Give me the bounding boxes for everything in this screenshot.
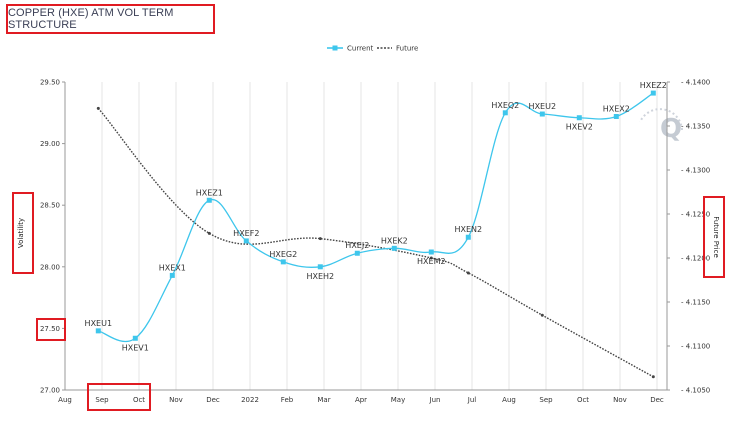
point-label: HXEU1 (85, 319, 113, 328)
y-left-tick-label: 28.00 (40, 263, 60, 271)
future-line (97, 107, 654, 378)
x-tick-label: Apr (355, 396, 367, 404)
future-point (96, 106, 100, 110)
current-point (428, 249, 434, 255)
point-label: HXEF2 (233, 229, 259, 238)
point-label: HXEV2 (566, 123, 593, 132)
highlight-box-y-axis-tick (36, 318, 66, 341)
future-point (651, 375, 655, 379)
current-point (465, 234, 471, 240)
point-label: HXEM2 (417, 257, 446, 266)
current-point (576, 115, 582, 121)
x-tick-label: Feb (281, 396, 294, 404)
y-right-tick-label: - 4.1300 (681, 167, 710, 175)
point-label: HXEH2 (306, 272, 334, 281)
highlight-box-x-axis-ticks (87, 383, 151, 411)
x-tick-label: Jul (467, 396, 477, 404)
point-label: HXEZ2 (640, 81, 667, 90)
legend-current-label: Current (347, 45, 374, 53)
current-point (391, 245, 397, 251)
x-tick-label: Aug (58, 396, 72, 404)
x-tick-label: Sep (95, 396, 109, 404)
highlight-boxes (12, 192, 725, 411)
y-right-tick-label: - 4.1200 (681, 255, 710, 263)
current-point (317, 264, 323, 270)
x-tick-label: 2022 (241, 396, 259, 404)
y-right-tick-label: - 4.1350 (681, 123, 710, 131)
point-label: HXEQ2 (491, 101, 519, 110)
current-point (539, 111, 545, 117)
point-label: HXEK2 (381, 236, 408, 245)
current-point (502, 110, 508, 116)
legend-future-label: Future (396, 45, 418, 53)
current-point (354, 250, 360, 256)
current-point (206, 197, 212, 203)
chart-title: COPPER (HXE) ATM VOL TERM STRUCTURE (6, 4, 215, 34)
point-label: HXEG2 (269, 250, 297, 259)
current-point (280, 259, 286, 265)
watermark-q-icon: Q (639, 108, 683, 144)
x-tick-label: Aug (502, 396, 516, 404)
y-left-tick-label: 27.00 (40, 387, 60, 395)
y-axis-right-title: Future Price (712, 216, 720, 258)
current-point (95, 328, 101, 334)
y-right-tick-label: - 4.1400 (681, 79, 710, 87)
future-point (540, 313, 544, 317)
y-right-tick-label: - 4.1250 (681, 211, 710, 219)
y-right-tick-label: - 4.1150 (681, 299, 710, 307)
x-tick-label: May (391, 396, 405, 404)
y-left-tick-label: 27.50 (40, 325, 60, 333)
legend-current-marker (332, 45, 338, 51)
future-point (429, 256, 433, 260)
point-label: HXEV1 (122, 343, 149, 352)
point-label: HXEJ2 (345, 241, 369, 250)
x-tick-label: Dec (650, 396, 664, 404)
series-current (95, 90, 656, 343)
x-tick-label: Sep (539, 396, 553, 404)
y-left-tick-label: 28.50 (40, 202, 60, 210)
x-tick-label: Oct (577, 396, 589, 404)
x-tick-label: Nov (169, 396, 183, 404)
x-tick-label: Dec (206, 396, 220, 404)
series-future (96, 106, 655, 379)
y-left-tick-label: 29.50 (40, 79, 60, 87)
svg-text:Q: Q (660, 114, 682, 144)
x-tick-label: Nov (613, 396, 627, 404)
point-label: HXEX1 (159, 263, 186, 272)
current-point (613, 113, 619, 119)
point-label: HXEN2 (454, 225, 482, 234)
x-tick-label: Oct (133, 396, 145, 404)
x-tick-label: Mar (317, 396, 330, 404)
chart-axes: 29.50 29.00 28.50 28.00 27.50 27.00 - 4.1400 - … (17, 79, 720, 405)
future-point (207, 231, 211, 235)
current-point (650, 90, 656, 96)
x-tick-label: Jun (429, 396, 441, 404)
current-point (132, 335, 138, 341)
highlight-box-y-axis-title (12, 192, 34, 274)
future-point (318, 237, 322, 241)
y-right-tick-label: - 4.1100 (681, 343, 710, 351)
future-point (466, 271, 470, 275)
current-point (169, 272, 175, 278)
point-label: HXEU2 (529, 102, 557, 111)
y-right-tick-label: - 4.1050 (681, 387, 710, 395)
y-left-tick-label: 29.00 (40, 140, 60, 148)
current-line (98, 92, 654, 343)
y-axis-left-title: Volatility (17, 218, 25, 248)
point-labels: HXEU1 HXEV1 HXEX1 HXEZ1 HXEF2 HXEG2 HXEH2 HXEJ2… (85, 81, 667, 352)
current-point (243, 238, 249, 244)
point-label: HXEX2 (603, 104, 630, 113)
point-label: HXEZ1 (196, 188, 223, 197)
highlight-box-right-axis-title (703, 196, 725, 278)
chart-legend: Current Future (327, 45, 418, 53)
